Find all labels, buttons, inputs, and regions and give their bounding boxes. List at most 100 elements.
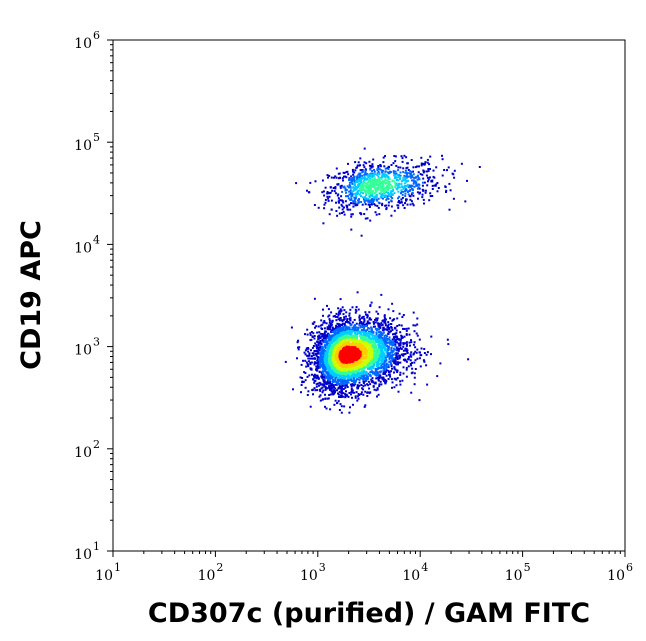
event-dot (322, 356, 325, 359)
event-dot (358, 201, 361, 204)
event-dot (368, 327, 371, 330)
event-dot (416, 187, 419, 190)
event-dot (334, 340, 337, 343)
event-dot (354, 197, 357, 200)
event-dot (393, 192, 396, 195)
event-dot (418, 338, 421, 341)
event-dot (387, 369, 390, 372)
event-dot (359, 377, 362, 379)
event-dot (352, 190, 355, 193)
event-dot (304, 372, 307, 374)
event-dot (339, 298, 342, 301)
event-dot (397, 390, 400, 393)
event-dot (390, 330, 392, 333)
event-dot (300, 363, 303, 366)
event-dot (329, 393, 332, 396)
event-dot (383, 321, 386, 324)
event-dot (445, 189, 448, 192)
event-dot (372, 325, 375, 328)
event-dot (381, 319, 384, 322)
event-dot (370, 166, 373, 169)
event-dot (361, 169, 364, 171)
event-dot (325, 334, 328, 337)
event-dot (394, 170, 397, 173)
event-dot (384, 324, 387, 327)
event-dot (368, 387, 371, 390)
event-dot (422, 359, 425, 362)
event-dot (341, 212, 343, 214)
event-dot (386, 341, 389, 344)
event-dot (333, 389, 335, 392)
event-dot (298, 346, 301, 349)
event-dot (313, 381, 316, 384)
event-dot (342, 363, 345, 366)
event-dot (406, 172, 409, 175)
event-dot (377, 170, 380, 173)
event-dot (295, 182, 298, 185)
event-dot (409, 362, 412, 365)
event-dot (359, 188, 362, 191)
event-dot (429, 192, 432, 195)
event-dot (356, 190, 359, 193)
event-dot (373, 185, 376, 187)
event-dot (405, 375, 408, 378)
event-dot (332, 366, 335, 369)
event-dot (349, 383, 352, 386)
event-dot (366, 383, 369, 386)
event-dot (304, 386, 307, 389)
event-dot (420, 164, 423, 167)
event-dot (362, 393, 365, 396)
event-dot (402, 314, 405, 316)
event-dot (357, 176, 360, 179)
event-dot (358, 363, 361, 366)
event-dot (374, 349, 377, 352)
event-dot (363, 320, 366, 323)
event-dot (344, 187, 347, 190)
event-dot (340, 184, 343, 187)
event-dot (395, 369, 398, 372)
event-dot (388, 353, 391, 356)
event-dot (362, 321, 365, 324)
event-dot (395, 329, 398, 332)
event-dot (392, 171, 395, 174)
event-dot (384, 178, 387, 181)
event-dot (435, 183, 438, 186)
event-dot (320, 357, 323, 360)
event-dot (426, 158, 429, 161)
event-dot (329, 388, 331, 391)
event-dot (405, 366, 408, 369)
event-dot (346, 386, 349, 388)
event-dot (412, 170, 414, 173)
event-dot (359, 358, 362, 360)
event-dot (410, 372, 413, 375)
event-dot (345, 311, 348, 314)
event-dot (317, 359, 320, 362)
event-dot (306, 363, 309, 366)
event-dot (311, 336, 314, 338)
event-dot (412, 166, 415, 169)
event-dot (406, 191, 409, 193)
event-dot (396, 356, 399, 359)
event-dot (370, 165, 372, 168)
event-dot (309, 361, 312, 364)
event-dot (354, 363, 357, 366)
event-dot (340, 388, 343, 390)
event-dot (367, 372, 370, 375)
event-dot (378, 192, 381, 195)
event-dot (341, 371, 344, 373)
event-dot (353, 199, 356, 202)
event-dot (309, 405, 312, 408)
event-dot (361, 196, 364, 199)
event-dot (374, 204, 377, 207)
event-dot (320, 348, 323, 351)
event-dot (364, 195, 367, 198)
event-dot (377, 356, 380, 359)
event-dot (343, 316, 346, 319)
event-dot (375, 317, 378, 320)
event-dot (441, 158, 444, 161)
event-dot (360, 353, 363, 356)
event-dot (420, 156, 423, 159)
event-dot (339, 362, 342, 365)
event-dot (363, 329, 366, 332)
event-dot (348, 327, 351, 330)
